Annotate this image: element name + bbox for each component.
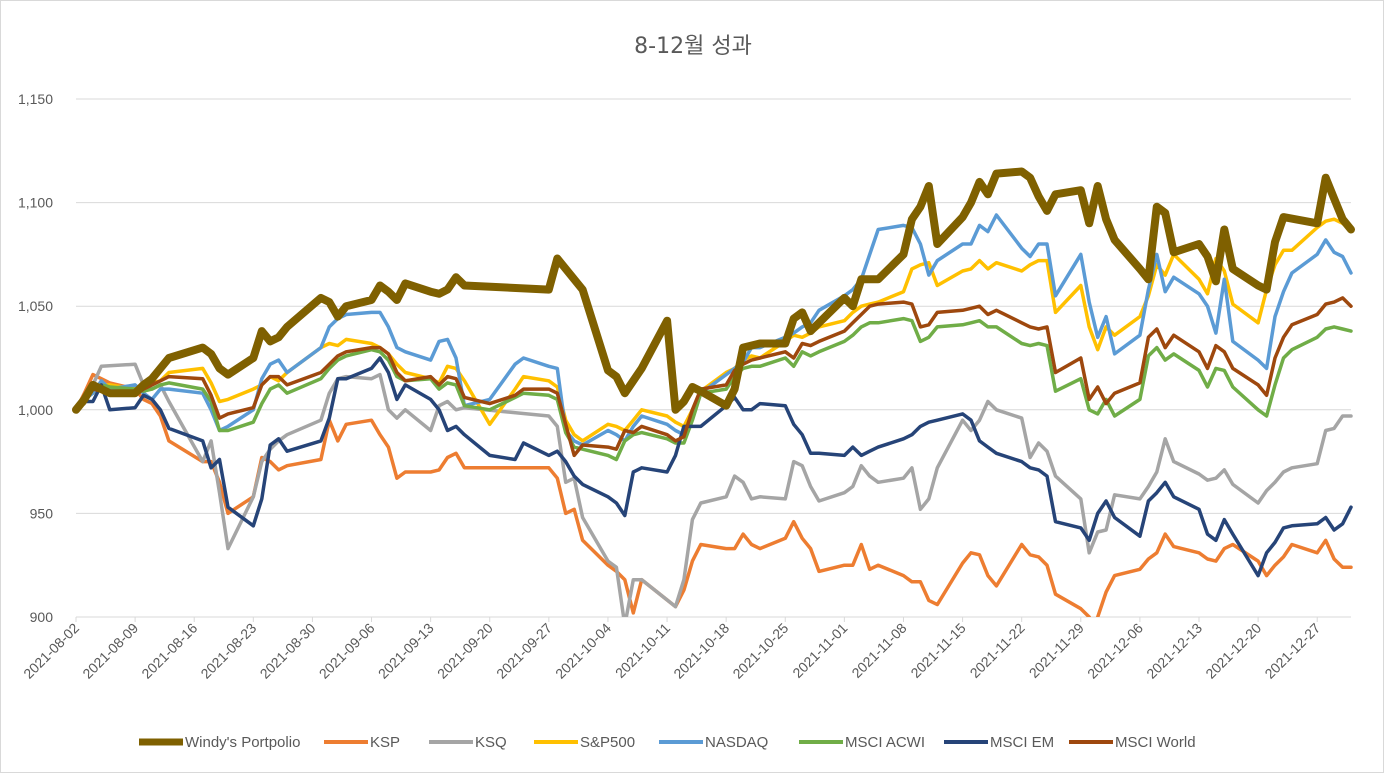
x-tick-label: 2021-08-30: [257, 620, 319, 682]
x-tick-label: 2021-09-13: [375, 620, 437, 682]
x-tick-label: 2021-10-04: [552, 620, 614, 682]
x-tick-label: 2021-12-06: [1084, 620, 1146, 682]
legend-item: S&P500: [534, 734, 635, 751]
chart-title: 8-12월 성과: [634, 34, 752, 59]
x-tick-label: 2021-08-16: [138, 620, 200, 682]
legend-item: KSQ: [429, 734, 507, 751]
series-line-msci-world: [74, 296, 1353, 458]
x-tick-label: 2021-08-23: [197, 620, 259, 682]
legend-label: Windy's Portpolio: [185, 734, 300, 751]
legend-label: MSCI World: [1115, 734, 1196, 751]
y-axis-ticks: 900 950 1,000 1,050 1,100 1,150: [18, 91, 53, 625]
x-tick-label: 2021-08-02: [20, 620, 82, 682]
series-line-ksp: [1095, 532, 1353, 617]
series-line-msci-em: [74, 356, 1353, 578]
gridlines: [76, 98, 1351, 618]
x-tick-label: 2021-08-09: [79, 620, 141, 682]
legend-label: MSCI EM: [990, 734, 1054, 751]
legend-label: KSQ: [475, 734, 507, 751]
y-tick-label: 950: [30, 505, 54, 521]
y-tick-label: 1,050: [18, 298, 53, 314]
series-line-windy-s-portpolio: [72, 167, 1355, 414]
legend-item: MSCI ACWI: [799, 734, 925, 751]
x-tick-label: 2021-11-01: [789, 620, 850, 681]
legend-item: KSP: [324, 734, 400, 751]
x-tick-label: 2021-12-13: [1143, 620, 1205, 682]
series-line-ksq: [74, 362, 1353, 617]
y-tick-label: 1,000: [18, 402, 53, 418]
legend-item: MSCI EM: [944, 734, 1054, 751]
x-tick-label: 2021-09-06: [316, 620, 378, 682]
x-axis-ticks: 2021-08-022021-08-092021-08-162021-08-23…: [20, 617, 1323, 682]
x-tick-label: 2021-10-11: [612, 620, 673, 681]
y-tick-label: 1,100: [18, 195, 53, 211]
x-tick-label: 2021-10-18: [670, 620, 732, 682]
series-line-s-p500: [74, 217, 1353, 443]
y-tick-label: 900: [30, 609, 54, 625]
x-tick-label: 2021-11-22: [967, 620, 1028, 681]
legend-item: NASDAQ: [659, 734, 768, 751]
series-lines: [72, 167, 1355, 617]
legend-label: MSCI ACWI: [845, 734, 925, 751]
x-tick-label: 2021-11-15: [907, 620, 968, 681]
x-tick-label: 2021-09-27: [493, 620, 555, 682]
x-tick-label: 2021-10-25: [729, 620, 791, 682]
x-tick-label: 2021-11-29: [1026, 620, 1087, 681]
legend-label: KSP: [370, 734, 400, 751]
y-tick-label: 1,150: [18, 91, 53, 107]
legend-item: MSCI World: [1069, 734, 1196, 751]
legend-item: Windy's Portpolio: [139, 734, 300, 751]
x-tick-label: 2021-12-27: [1261, 620, 1323, 682]
legend: Windy's Portpolio KSP KSQ S&P500 NASDAQ MSCI …: [139, 734, 1196, 751]
series-line-ksp: [74, 372, 1091, 617]
legend-label: NASDAQ: [705, 734, 768, 751]
x-tick-label: 2021-11-08: [848, 620, 909, 681]
legend-label: S&P500: [580, 734, 635, 751]
series-line-nasdaq: [74, 213, 1353, 447]
x-tick-label: 2021-09-20: [434, 620, 496, 682]
x-tick-label: 2021-12-20: [1202, 620, 1264, 682]
